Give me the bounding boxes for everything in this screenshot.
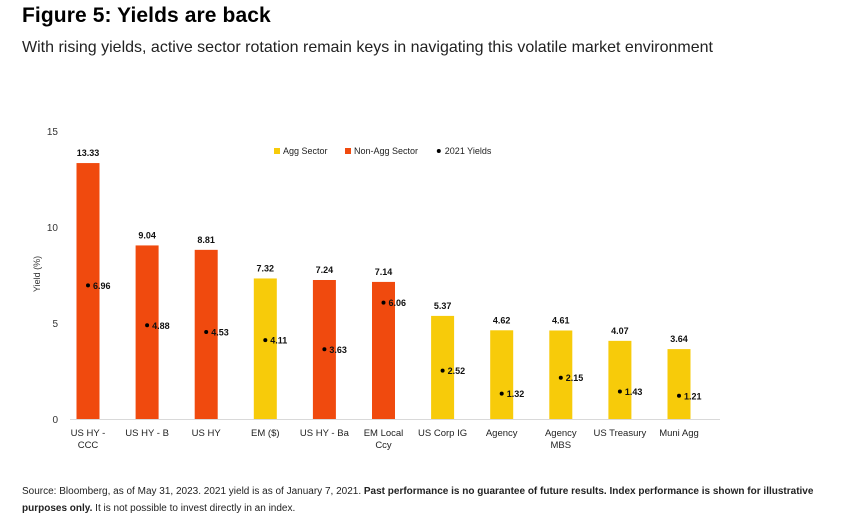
bar	[490, 330, 514, 419]
yield-2021-point	[499, 391, 504, 396]
x-tick-label: EM Local	[364, 428, 404, 439]
bar-value-label: 9.04	[138, 230, 156, 240]
yield-2021-label: 6.96	[93, 281, 111, 291]
x-tick-label: US Corp IG	[418, 428, 467, 439]
yield-2021-label: 4.88	[152, 321, 170, 331]
bar	[431, 315, 455, 419]
x-tick-label: US HY -	[71, 428, 106, 439]
yield-2021-point	[263, 338, 268, 343]
figure-title: Figure 5: Yields are back	[22, 4, 271, 27]
bar-value-label: 5.37	[434, 301, 452, 311]
x-tick-label: US Treasury	[594, 428, 647, 439]
x-tick-label: EM ($)	[251, 428, 280, 439]
source-text: Source: Bloomberg, as of May 31, 2023. 2…	[22, 486, 364, 497]
x-tick-label: Agency	[545, 428, 577, 439]
yield-2021-point	[677, 393, 681, 398]
yield-2021-label: 4.53	[211, 328, 229, 338]
yield-2021-point	[558, 375, 563, 380]
bar-series: 13.33 9.04 8.81 7.32 7.24 7.14 5.37 4.62 4.61 4.0…	[76, 148, 691, 419]
bar	[194, 249, 218, 419]
yield-2021-series: 6.96 4.88 4.53 4.11 3.63 6.06 2.52 1.32 2.15 1.43…	[86, 281, 702, 401]
y-tick-label: 15	[47, 127, 59, 138]
yield-2021-label: 1.32	[507, 389, 525, 399]
legend-label-2: 2021 Yields	[445, 146, 492, 156]
y-axis: 0 5 10 15	[47, 127, 59, 426]
bar	[135, 245, 159, 419]
yield-2021-label: 3.63	[329, 345, 347, 355]
bar-value-label: 7.24	[316, 265, 334, 275]
yield-2021-point	[322, 347, 327, 352]
bar-value-label: 4.07	[611, 326, 629, 336]
chart-legend: Agg Sector Non-Agg Sector 2021 Yields	[274, 146, 492, 156]
yield-2021-label: 4.11	[270, 336, 287, 346]
bar-value-label: 4.61	[552, 315, 570, 325]
figure-subtitle: With rising yields, active sector rotati…	[22, 39, 713, 56]
legend-swatch-1	[345, 148, 351, 154]
yield-2021-label: 1.21	[684, 391, 702, 401]
bar	[372, 281, 395, 419]
y-axis-label: Yield (%)	[32, 256, 42, 292]
x-tick-label: US HY - Ba	[300, 428, 350, 439]
yield-2021-label: 2.52	[448, 366, 466, 376]
legend-label-0: Agg Sector	[283, 146, 328, 156]
yield-2021-point	[617, 389, 622, 394]
yield-2021-label: 1.43	[625, 387, 643, 397]
bar-value-label: 4.62	[493, 315, 511, 325]
x-tick-label: Muni Agg	[659, 428, 699, 439]
y-tick-label: 10	[47, 223, 59, 234]
yield-chart: 0 5 10 15 Yield (%) Agg Sector Non-Agg Secto…	[32, 127, 720, 451]
source-disclaimer: Past performance is no guarantee of futu…	[22, 486, 814, 514]
source-note: Source: Bloomberg, as of May 31, 2023. 2…	[22, 483, 837, 517]
yield-2021-label: 2.15	[566, 373, 584, 383]
legend-swatch-0	[274, 148, 280, 154]
x-tick-label: US HY - B	[125, 428, 169, 439]
x-tick-label: Agency	[486, 428, 518, 439]
x-tick-label: US HY	[192, 428, 222, 439]
yield-2021-point	[381, 300, 386, 305]
x-tick-label: Ccy	[375, 440, 392, 451]
legend-dot-2	[436, 149, 441, 153]
bar-value-label: 7.32	[257, 263, 275, 273]
legend-label-1: Non-Agg Sector	[354, 146, 418, 156]
bar-value-label: 3.64	[670, 334, 688, 344]
yield-2021-point	[440, 368, 445, 373]
yield-2021-point	[86, 283, 90, 288]
x-tick-label: CCC	[78, 440, 99, 451]
bar	[549, 330, 573, 419]
x-axis-tick-labels: US HY -CCC US HY - B US HY EM ($) US HY - Ba…	[71, 428, 699, 451]
bar	[608, 340, 632, 419]
bar	[667, 349, 691, 419]
bar-value-label: 13.33	[77, 148, 100, 158]
yield-2021-point	[145, 323, 150, 328]
bar	[253, 278, 277, 419]
bar-value-label: 7.14	[375, 267, 393, 277]
yield-2021-label: 6.06	[389, 298, 407, 308]
x-tick-label: MBS	[551, 440, 572, 451]
y-tick-label: 5	[52, 319, 58, 330]
bar	[76, 163, 100, 419]
y-tick-label: 0	[52, 415, 58, 426]
bar-value-label: 8.81	[197, 235, 215, 245]
source-text-end: It is not possible to invest directly in…	[92, 503, 296, 514]
yield-2021-point	[204, 330, 209, 335]
